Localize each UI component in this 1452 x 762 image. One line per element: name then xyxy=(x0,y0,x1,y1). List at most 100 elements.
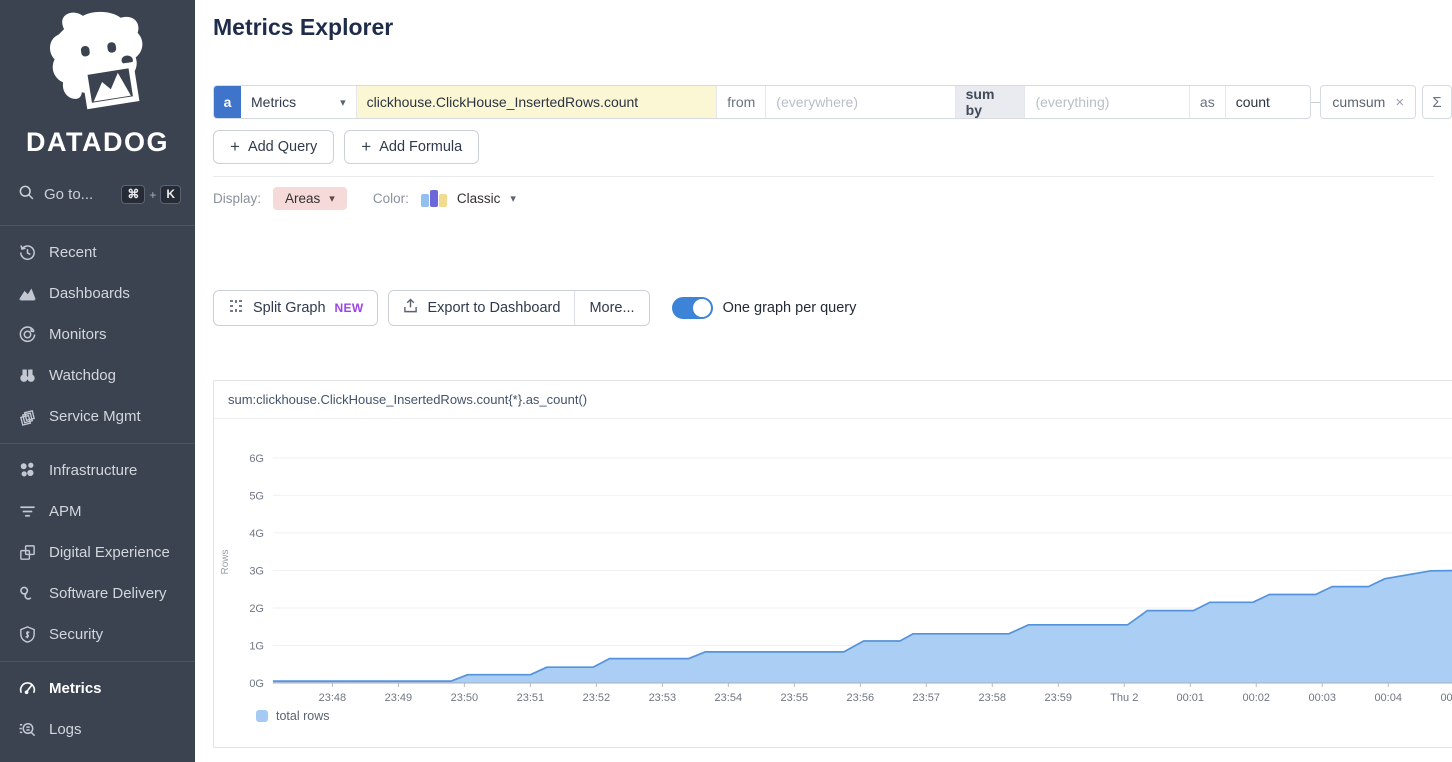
svg-text:4G: 4G xyxy=(249,528,264,540)
svg-text:00:05: 00:05 xyxy=(1440,692,1452,704)
close-icon[interactable]: × xyxy=(1395,93,1405,111)
chevron-down-icon: ▾ xyxy=(510,193,516,205)
svg-text:00:01: 00:01 xyxy=(1176,692,1204,704)
one-graph-per-query-toggle[interactable] xyxy=(671,297,713,319)
palette-swatch-icon[interactable] xyxy=(420,190,447,207)
sidebar-item-dashboards[interactable]: Dashboards xyxy=(0,273,195,314)
split-graph-icon xyxy=(228,298,244,318)
chart-legend[interactable]: total rows xyxy=(256,709,1452,723)
sidebar-item-label: Dashboards xyxy=(49,285,130,302)
sidebar-item-monitors[interactable]: Monitors xyxy=(0,314,195,355)
svg-text:Thu 2: Thu 2 xyxy=(1110,692,1138,704)
plus-icon: + xyxy=(230,137,240,156)
sidebar-item-logs[interactable]: Logs xyxy=(0,709,195,750)
sum-by-label: sum by xyxy=(955,86,1026,118)
service-mgmt-icon xyxy=(18,407,37,426)
recent-icon xyxy=(18,243,37,262)
export-to-dashboard-button[interactable]: Export to Dashboard xyxy=(389,291,575,325)
svg-text:3G: 3G xyxy=(249,565,264,577)
datadog-logo[interactable]: DATADOG xyxy=(0,0,195,158)
svg-text:23:58: 23:58 xyxy=(979,692,1007,704)
svg-text:23:57: 23:57 xyxy=(913,692,941,704)
as-count-input[interactable]: count xyxy=(1235,94,1270,110)
k-keycap: K xyxy=(160,185,181,204)
page-title: Metrics Explorer xyxy=(213,14,394,40)
add-function-button[interactable]: Σ xyxy=(1422,85,1452,119)
security-icon xyxy=(18,625,37,644)
sidebar-item-software-delivery[interactable]: Software Delivery xyxy=(0,573,195,614)
svg-text:23:53: 23:53 xyxy=(649,692,677,704)
svg-text:23:54: 23:54 xyxy=(715,692,743,704)
as-label: as xyxy=(1190,86,1226,118)
sidebar-divider xyxy=(0,443,195,444)
from-scope-input[interactable]: (everywhere) xyxy=(766,86,956,118)
query-source-dropdown[interactable]: Metrics ▾ xyxy=(241,86,357,118)
software-delivery-icon xyxy=(18,584,37,603)
export-icon xyxy=(403,298,418,318)
plus-icon: + xyxy=(361,137,372,156)
metric-name-input[interactable]: clickhouse.ClickHouse_InsertedRows.count xyxy=(356,86,718,118)
more-button[interactable]: More... xyxy=(574,291,649,325)
new-badge: NEW xyxy=(334,301,364,315)
sidebar-item-label: Monitors xyxy=(49,326,107,343)
area-chart[interactable]: 0G 1G 2G 3G 4G 5G 6G 23:48 23:49 23:50 23:51 23:52 2… xyxy=(214,429,1452,705)
sidebar-item-apm[interactable]: APM xyxy=(0,491,195,532)
sidebar-item-label: Security xyxy=(49,626,104,643)
add-formula-button[interactable]: + Add Formula xyxy=(344,130,480,164)
toggle-label: One graph per query xyxy=(722,300,857,316)
sidebar-item-label: Service Mgmt xyxy=(49,408,141,425)
sidebar-item-recent[interactable]: Recent xyxy=(0,232,195,273)
query-actions-row: + Add Query + Add Formula xyxy=(213,130,1452,164)
sidebar-item-label: APM xyxy=(49,503,82,520)
palette-dropdown[interactable]: Classic xyxy=(456,191,501,206)
display-mode-dropdown[interactable]: Areas ▾ xyxy=(273,187,347,210)
display-label: Display: xyxy=(213,191,262,206)
sidebar-item-infrastructure[interactable]: Infrastructure xyxy=(0,450,195,491)
sidebar: DATADOG Go to... ⌘ + K Recent Dashboa xyxy=(0,0,195,762)
sidebar-item-label: Digital Experience xyxy=(49,544,170,561)
svg-text:23:51: 23:51 xyxy=(517,692,545,704)
svg-text:6G: 6G xyxy=(249,453,264,465)
query-letter-badge: a xyxy=(214,86,241,118)
sidebar-item-metrics[interactable]: Metrics xyxy=(0,668,195,709)
svg-text:23:48: 23:48 xyxy=(319,692,347,704)
svg-text:23:52: 23:52 xyxy=(583,692,611,704)
digital-experience-icon xyxy=(18,543,37,562)
sidebar-item-label: Recent xyxy=(49,244,97,261)
graph-tools-row: Split Graph NEW Export to Dashboard More… xyxy=(213,290,1452,326)
chevron-down-icon: ▾ xyxy=(340,96,346,109)
from-label: from xyxy=(717,86,767,118)
cumsum-function-pill[interactable]: cumsum × xyxy=(1320,85,1417,119)
svg-text:00:04: 00:04 xyxy=(1374,692,1402,704)
chart-query-title: sum:clickhouse.ClickHouse_InsertedRows.c… xyxy=(214,381,1452,419)
sidebar-item-digital-experience[interactable]: Digital Experience xyxy=(0,532,195,573)
apm-icon xyxy=(18,502,37,521)
search-icon xyxy=(18,184,35,205)
sidebar-item-security[interactable]: Security xyxy=(0,614,195,655)
svg-text:23:50: 23:50 xyxy=(451,692,479,704)
svg-text:00:02: 00:02 xyxy=(1242,692,1270,704)
svg-text:23:56: 23:56 xyxy=(847,692,875,704)
add-query-button[interactable]: + Add Query xyxy=(213,130,335,164)
sidebar-item-service-mgmt[interactable]: Service Mgmt xyxy=(0,396,195,437)
sidebar-item-label: Metrics xyxy=(49,680,102,697)
sigma-icon: Σ xyxy=(1432,93,1442,111)
brand-wordmark: DATADOG xyxy=(26,127,169,157)
metrics-icon xyxy=(18,679,37,698)
export-more-button-group: Export to Dashboard More... xyxy=(388,290,650,326)
svg-text:1G: 1G xyxy=(249,640,264,652)
svg-text:23:49: 23:49 xyxy=(385,692,413,704)
split-graph-button[interactable]: Split Graph NEW xyxy=(213,290,379,326)
svg-text:23:55: 23:55 xyxy=(781,692,809,704)
svg-text:23:59: 23:59 xyxy=(1045,692,1073,704)
function-connector xyxy=(1311,101,1321,103)
chevron-down-icon: ▾ xyxy=(329,193,335,205)
datadog-dog-icon xyxy=(32,11,164,124)
sidebar-item-watchdog[interactable]: Watchdog xyxy=(0,355,195,396)
sum-by-input[interactable]: (everything) xyxy=(1025,86,1190,118)
svg-text:00:03: 00:03 xyxy=(1308,692,1336,704)
section-divider xyxy=(213,176,1434,177)
watchdog-icon xyxy=(18,366,37,385)
goto-search[interactable]: Go to... ⌘ + K xyxy=(18,184,181,205)
sidebar-item-label: Infrastructure xyxy=(49,462,138,479)
